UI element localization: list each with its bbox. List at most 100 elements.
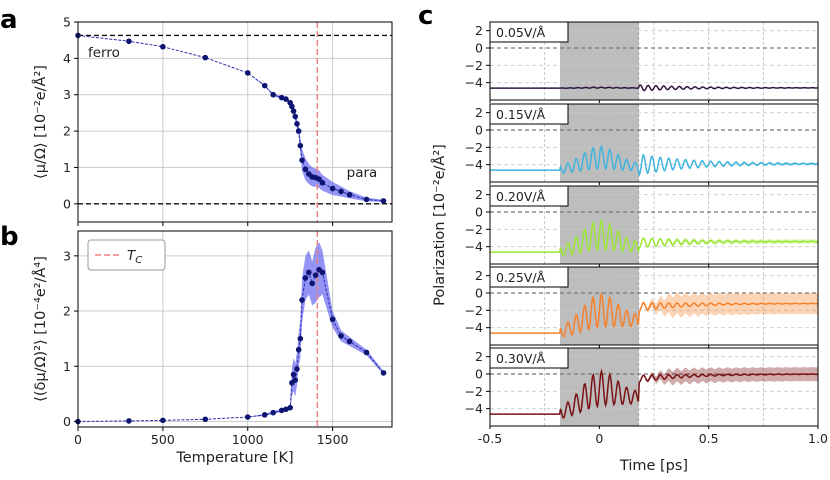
y-tick-label: 0 xyxy=(475,41,483,56)
y-tick-label: −4 xyxy=(465,401,483,416)
y-tick-label: 5 xyxy=(63,15,71,30)
axes-frame xyxy=(489,21,819,101)
x-axis-label: Temperature [K] xyxy=(175,450,293,466)
y-tick-label: 0 xyxy=(475,205,483,220)
y-axis-label: Polarization [10⁻²e/Å²] xyxy=(431,144,448,306)
y-tick-label: −2 xyxy=(465,140,483,155)
panel-b: 0 500 1000 1500 0 1 2 3 ⟨(δμ/Ω)²⟩ [10⁻⁴e²/Å⁴] Tem… xyxy=(32,230,393,466)
series-line xyxy=(77,268,384,422)
data-point xyxy=(329,185,336,192)
data-point xyxy=(126,38,132,45)
panel-label-b: b xyxy=(0,222,19,252)
y-tick-label: −2 xyxy=(465,303,483,318)
legend-box xyxy=(87,239,166,271)
data-point xyxy=(346,338,353,345)
x-axis-label: Time [ps] xyxy=(619,458,688,474)
data-point xyxy=(299,157,305,163)
field-label-box xyxy=(489,185,569,207)
data-point xyxy=(302,166,309,173)
field-label: 0.30V/Å xyxy=(496,351,546,366)
annotation-para: para xyxy=(347,165,378,181)
field-label-box xyxy=(489,103,569,125)
data-point xyxy=(319,179,326,186)
y-tick-label: 2 xyxy=(63,304,71,319)
field-label: 0.20V/Å xyxy=(496,189,546,204)
axes-frame xyxy=(77,230,393,428)
data-point xyxy=(338,188,344,195)
y-tick-label: −2 xyxy=(465,384,483,399)
field-label-box xyxy=(489,21,569,43)
polarization-line xyxy=(490,144,819,178)
data-point xyxy=(294,121,300,127)
y-tick-label: 0 xyxy=(475,367,483,382)
subplot-1: 0.05V/Å −4 −2 0 2 xyxy=(465,21,819,103)
polarization-line xyxy=(490,218,819,257)
series-line xyxy=(77,34,384,202)
data-point xyxy=(316,176,322,182)
data-point xyxy=(278,407,285,414)
data-point xyxy=(160,43,166,50)
x-tick-label: 0 xyxy=(595,431,603,446)
data-point xyxy=(346,191,353,198)
x-tick-label: 500 xyxy=(151,432,175,447)
y-tick-label: 4 xyxy=(63,51,71,66)
field-label: 0.15V/Å xyxy=(496,107,546,122)
field-label: 0.05V/Å xyxy=(496,25,546,40)
panel-c: 0.05V/Å−4−2020.15V/Å−4−2020.20V/Å−4−2020… xyxy=(431,21,828,474)
y-tick-label: 2 xyxy=(475,105,483,120)
subplot-4: 0.25V/Å −4 −2 0 2 xyxy=(465,266,819,348)
subplot-5: 0.30V/Å −4 −2 0 2 -0.5 0 0.5 1.0 xyxy=(465,347,828,446)
data-point xyxy=(160,417,166,424)
x-tick-label: 1.0 xyxy=(808,431,828,446)
panel-label-c: c xyxy=(418,1,433,31)
y-tick-label: 0 xyxy=(475,286,483,301)
panel-a: 0 1 2 3 4 5 ⟨μ/Ω⟩ [10⁻²e/Å²] ferro para xyxy=(32,15,393,226)
data-point xyxy=(295,128,302,134)
y-tick-label: 1 xyxy=(63,359,71,374)
data-point xyxy=(244,414,251,420)
data-point xyxy=(290,108,297,114)
data-point xyxy=(319,269,326,276)
data-point xyxy=(309,280,316,287)
axes-frame xyxy=(489,347,819,427)
field-label: 0.25V/Å xyxy=(496,270,546,285)
y-axis-label: ⟨(δμ/Ω)²⟩ [10⁻⁴e²/Å⁴] xyxy=(32,256,49,402)
y-tick-label: 3 xyxy=(63,87,71,102)
data-point xyxy=(270,409,276,416)
polarization-line xyxy=(490,291,819,338)
axes-frame xyxy=(489,185,819,265)
data-point xyxy=(294,366,300,372)
polarization-line xyxy=(490,84,819,92)
x-tick-label: 0.5 xyxy=(699,431,719,446)
y-tick-label: 2 xyxy=(63,124,71,139)
y-tick-label: −2 xyxy=(465,222,483,237)
data-point xyxy=(270,91,276,98)
data-point xyxy=(338,333,344,339)
data-point xyxy=(261,412,268,418)
panel-label-a: a xyxy=(0,5,18,35)
data-point xyxy=(329,316,336,323)
field-label-box xyxy=(489,347,569,369)
data-point xyxy=(302,275,309,281)
x-tick-label: 0 xyxy=(74,432,82,447)
data-point xyxy=(244,70,251,76)
x-tick-label: -0.5 xyxy=(478,431,502,446)
data-point xyxy=(380,198,387,204)
data-point xyxy=(299,297,305,303)
data-point xyxy=(202,54,209,61)
data-point xyxy=(297,335,304,342)
y-axis-label: ⟨μ/Ω⟩ [10⁻²e/Å²] xyxy=(32,65,49,179)
data-point xyxy=(363,349,370,356)
data-point xyxy=(292,113,299,120)
data-point xyxy=(290,371,297,378)
axes-frame xyxy=(77,21,393,223)
data-point xyxy=(380,370,387,376)
pulse-shading xyxy=(559,186,639,264)
subplot-3: 0.20V/Å −4 −2 0 2 xyxy=(465,185,819,267)
field-label-box xyxy=(489,266,569,288)
y-tick-label: −2 xyxy=(465,58,483,73)
y-tick-label: 0 xyxy=(475,123,483,138)
legend-label: TC xyxy=(127,248,142,266)
error-band xyxy=(78,35,384,202)
